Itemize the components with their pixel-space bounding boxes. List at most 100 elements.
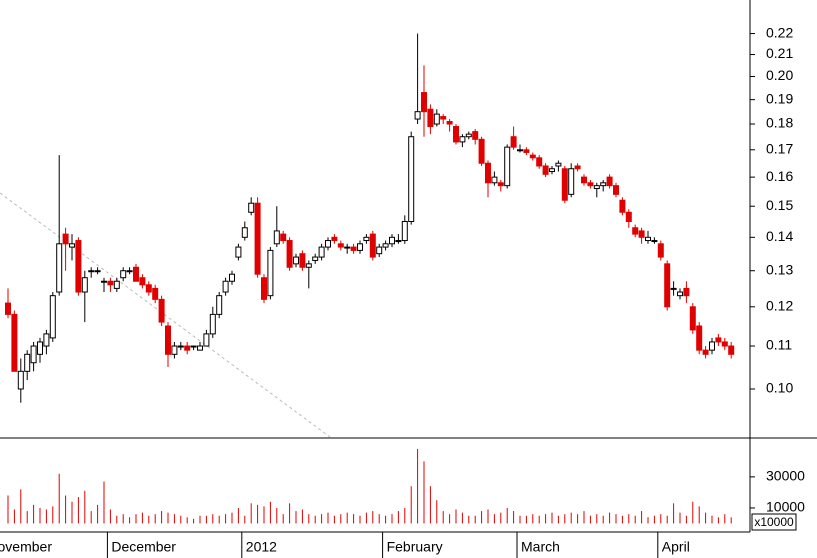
candle-body (280, 233, 287, 242)
candle-body (613, 185, 619, 195)
y-tick-label: 0.15 (766, 197, 793, 213)
candle-body (651, 240, 658, 243)
candle-body (235, 246, 242, 258)
trend-line (0, 192, 331, 438)
x-tick-label: November (0, 539, 52, 555)
candle-body (267, 249, 274, 297)
candle-body (382, 243, 389, 248)
candle-body (216, 295, 223, 315)
candle-body (459, 136, 466, 143)
candle-body (37, 341, 43, 355)
candle-body (177, 345, 184, 348)
candle-body (549, 168, 555, 173)
candle-body (728, 345, 735, 355)
candle-body (75, 240, 82, 293)
candle-body (171, 345, 178, 355)
candle-body (581, 176, 587, 184)
candle-body (88, 270, 95, 273)
candle-body (241, 227, 248, 238)
candle-body (325, 240, 331, 248)
candle-body (587, 182, 594, 187)
candle-body (504, 146, 511, 187)
candle-body (24, 353, 31, 372)
candle-body (619, 199, 626, 213)
candle-body (421, 92, 427, 113)
candle-body (485, 162, 491, 184)
y-tick-label: 0.13 (766, 261, 793, 277)
candle-body (510, 136, 517, 148)
x-tick-label: December (111, 539, 176, 555)
unit-box (751, 513, 797, 531)
y-tick-label: 0.10 (766, 380, 793, 396)
candle-body (593, 185, 600, 190)
candle-body (209, 313, 216, 335)
candle-body (261, 277, 267, 300)
candle-body (600, 182, 607, 187)
candle-body (446, 121, 453, 125)
candle-body (145, 284, 152, 293)
candle-body (574, 165, 581, 170)
y-tick-label: 0.21 (766, 45, 793, 61)
candle-body (222, 280, 229, 293)
y-tick-label: 0.18 (766, 115, 793, 131)
candle-body (30, 345, 37, 364)
candle-body (683, 287, 690, 297)
candle-body (689, 306, 696, 331)
candle-body (344, 246, 351, 249)
candle-body (5, 302, 11, 315)
candle-body (478, 138, 485, 164)
candle-body (523, 149, 530, 153)
candle-body (81, 277, 88, 293)
candle-body (702, 349, 709, 355)
y-tick-label: 0.16 (766, 168, 793, 184)
candle-body (376, 246, 383, 255)
candle-body (120, 270, 127, 279)
candle-body (363, 236, 370, 242)
candle-body (664, 263, 671, 308)
candle-body (273, 230, 280, 245)
candle-body (696, 325, 703, 351)
candle-body (529, 154, 536, 159)
candle-body (568, 168, 575, 195)
candle-body (440, 116, 447, 120)
candle-body (203, 333, 210, 347)
candle-body (158, 298, 165, 323)
candle-body (190, 345, 197, 348)
candle-body (318, 246, 325, 258)
candle-body (401, 220, 408, 242)
candle-body (632, 227, 639, 235)
volume-tick-label: 30000 (766, 468, 805, 484)
candle-body (139, 277, 146, 286)
candle-body (197, 345, 203, 351)
candle-body (229, 273, 235, 282)
candle-body (248, 202, 255, 213)
candle-body (517, 149, 523, 152)
candle-body (389, 236, 395, 245)
candle-body (433, 113, 440, 125)
candle-body (555, 162, 562, 167)
candle-body (184, 345, 191, 351)
candle-body (254, 202, 261, 275)
candle-body (133, 266, 139, 282)
candle-body (645, 236, 651, 242)
x-tick-label: 2012 (246, 539, 277, 555)
y-tick-label: 0.22 (766, 24, 793, 40)
candle-body (721, 341, 728, 347)
candle-body (414, 111, 421, 120)
candle-body (638, 230, 645, 238)
candle-body (312, 256, 319, 261)
x-tick-label: April (662, 539, 690, 555)
y-tick-label: 0.14 (766, 228, 793, 244)
candle-body (337, 243, 344, 248)
candle-body (657, 243, 664, 258)
y-tick-label: 0.20 (766, 67, 793, 83)
volume-unit: x10000 (754, 515, 794, 529)
candle-body (497, 182, 504, 187)
candle-body (408, 136, 415, 222)
candle-body (453, 126, 459, 143)
candle-body (542, 165, 549, 175)
y-tick-label: 0.11 (766, 337, 792, 353)
candle-body (152, 287, 159, 300)
candle-body (465, 133, 472, 138)
